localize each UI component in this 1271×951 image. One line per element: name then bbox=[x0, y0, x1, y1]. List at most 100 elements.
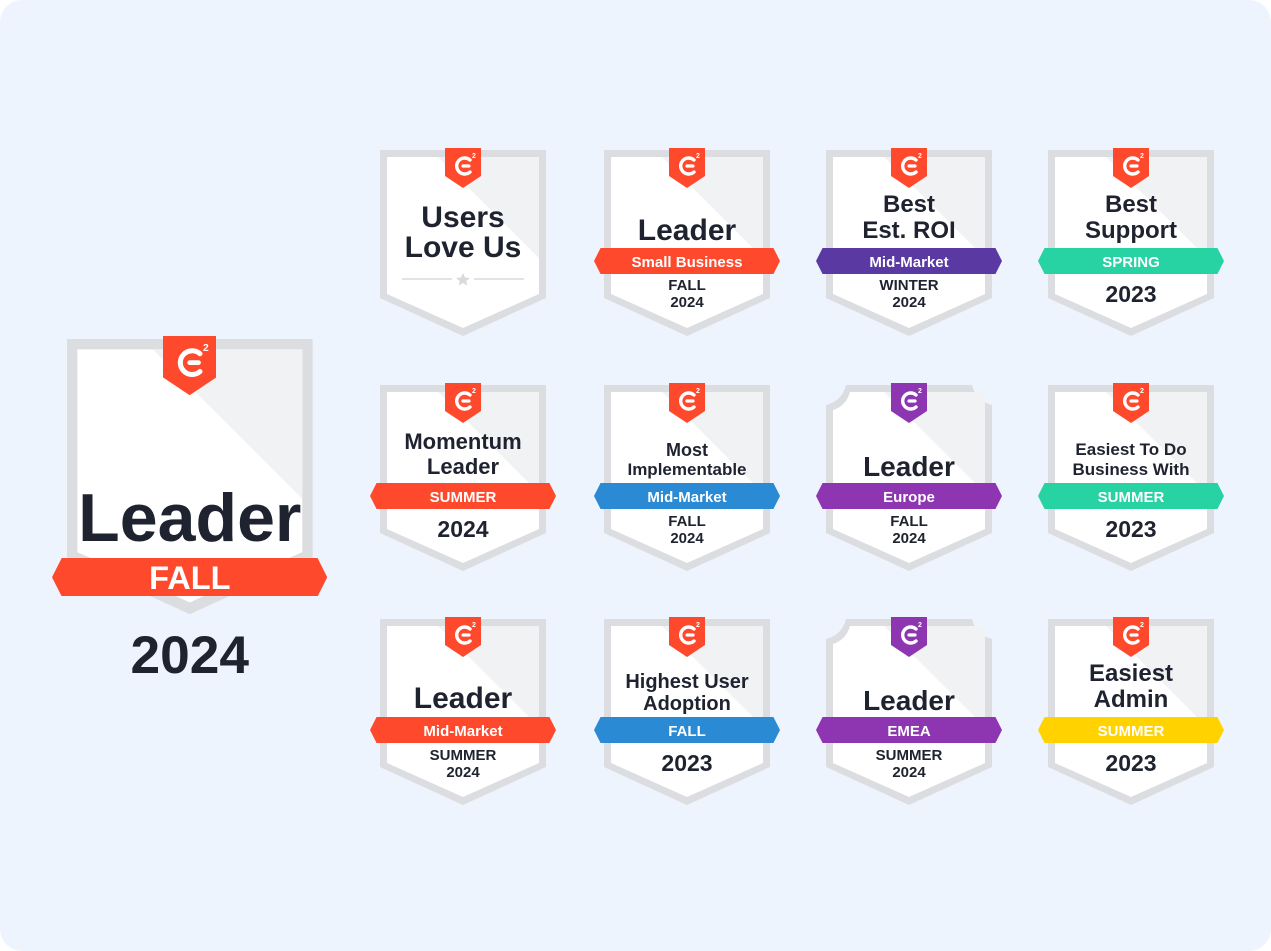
badge-ribbon-label: SUMMER bbox=[429, 488, 497, 506]
badge-r2c4: 2 Easiest To Do Business With SUMMER 2023 bbox=[1038, 383, 1224, 573]
badge-year: 2024 bbox=[130, 626, 250, 686]
svg-text:2: 2 bbox=[918, 622, 922, 629]
badge-ribbon: FALL bbox=[52, 558, 328, 597]
svg-text:2: 2 bbox=[918, 153, 922, 160]
badge-season-line: SUMMER bbox=[429, 747, 497, 764]
badge-title-line: Business With bbox=[1072, 460, 1190, 479]
g2-logo-icon: 2 bbox=[669, 383, 705, 423]
g2-logo-icon: 2 bbox=[891, 617, 927, 657]
badge-title-line: Leader bbox=[426, 454, 500, 479]
svg-text:2: 2 bbox=[918, 388, 922, 395]
badge-season-line: FALL bbox=[890, 513, 928, 530]
badge-title-line: Most bbox=[666, 440, 708, 460]
badge-season-line: 2024 bbox=[892, 530, 926, 547]
star-divider-icon bbox=[402, 272, 524, 286]
badge-title-line: Leader bbox=[78, 480, 302, 556]
svg-text:2: 2 bbox=[472, 153, 476, 160]
svg-text:2: 2 bbox=[203, 343, 209, 354]
g2-logo-icon: 2 bbox=[669, 617, 705, 657]
badge-title-line: Leader bbox=[413, 682, 513, 715]
badge-ribbon: Mid-Market bbox=[370, 717, 556, 743]
badge-title-line: Est. ROI bbox=[862, 217, 956, 244]
badge-ribbon: SUMMER bbox=[370, 483, 556, 509]
badge-ribbon-label: SUMMER bbox=[1097, 722, 1165, 740]
badge-shield bbox=[380, 385, 546, 571]
badge-season-line: FALL bbox=[668, 513, 706, 530]
badge-ribbon-label: FALL bbox=[668, 722, 706, 740]
badge-ribbon: SUMMER bbox=[1038, 483, 1224, 509]
g2-logo-icon: 2 bbox=[1113, 148, 1149, 188]
badge-ribbon-label: SPRING bbox=[1102, 253, 1160, 271]
svg-text:2: 2 bbox=[696, 388, 700, 395]
svg-text:2: 2 bbox=[472, 622, 476, 629]
badge-title-line: Adoption bbox=[643, 693, 731, 715]
badge-r1c4: 2 Best Support SPRING 2023 bbox=[1038, 148, 1224, 338]
badge-shield bbox=[604, 385, 770, 571]
badge-title-line: Leader bbox=[863, 451, 955, 482]
badge-season-line: WINTER bbox=[879, 277, 939, 294]
g2-logo-icon: 2 bbox=[891, 383, 927, 423]
badge-title-line: Users bbox=[421, 201, 505, 234]
badge-title-line: Best bbox=[882, 191, 936, 218]
badge-shield bbox=[1048, 150, 1214, 336]
badge-ribbon-label: Mid-Market bbox=[423, 722, 503, 740]
badge-shield bbox=[604, 150, 770, 336]
badge-ribbon-label: FALL bbox=[149, 560, 231, 597]
badge-ribbon: FALL bbox=[594, 717, 780, 743]
badge-year: 2023 bbox=[1105, 750, 1157, 776]
badge-shield bbox=[826, 150, 992, 336]
badge-ribbon-label: SUMMER bbox=[1097, 488, 1165, 506]
g2-logo-icon: 2 bbox=[891, 148, 927, 188]
badge-year: 2023 bbox=[1105, 516, 1157, 542]
badge-r1c2: 2 Leader Small Business FALL 2024 bbox=[594, 148, 780, 338]
g2-logo-icon: 2 bbox=[163, 336, 217, 396]
badge-season-line: 2024 bbox=[446, 764, 480, 781]
badge-title-line: Easiest To Do bbox=[1075, 440, 1187, 459]
svg-text:2: 2 bbox=[472, 388, 476, 395]
badge-season-line: 2024 bbox=[892, 764, 926, 781]
badge-year: 2023 bbox=[1105, 281, 1157, 307]
badge-ribbon-label: Mid-Market bbox=[647, 488, 727, 506]
badge-r2c3: 2 Leader Europe FALL 2024 bbox=[816, 383, 1002, 573]
g2-logo-icon: 2 bbox=[1113, 617, 1149, 657]
badge-r2c1: 2 Momentum Leader SUMMER 2024 bbox=[370, 383, 556, 573]
badge-r3c2: 2 Highest User Adoption FALL 2023 bbox=[594, 617, 780, 807]
badge-shield bbox=[1048, 385, 1214, 571]
badge-r2c2: 2 Most Implementable Mid-Market FALL 2024 bbox=[594, 383, 780, 573]
g2-logo-icon: 2 bbox=[445, 383, 481, 423]
svg-text:2: 2 bbox=[696, 622, 700, 629]
badge-ribbon-label: Mid-Market bbox=[869, 253, 949, 271]
badge-r1c1: 2 Users Love Us bbox=[378, 148, 548, 338]
g2-logo-icon: 2 bbox=[1113, 383, 1149, 423]
g2-logo-icon: 2 bbox=[669, 148, 705, 188]
g2-logo-icon: 2 bbox=[445, 148, 481, 188]
badge-r3c4: 2 Easiest Admin SUMMER 2023 bbox=[1038, 617, 1224, 807]
badge-title-line: Love Us bbox=[404, 231, 522, 264]
badge-title-line: Easiest bbox=[1088, 660, 1174, 687]
badge-shield bbox=[380, 150, 546, 336]
svg-text:2: 2 bbox=[1140, 388, 1144, 395]
badge-r3c3: 2 Leader EMEA SUMMER 2024 bbox=[816, 617, 1002, 807]
badge-title-line: Momentum bbox=[404, 429, 522, 454]
badge-season-line: 2024 bbox=[670, 530, 704, 547]
badge-year: 2024 bbox=[437, 516, 489, 542]
badge-shield bbox=[380, 619, 546, 805]
badge-shield bbox=[66, 338, 313, 615]
badge-ribbon: SUMMER bbox=[1038, 717, 1224, 743]
badge-season-line: 2024 bbox=[670, 294, 704, 311]
badge-ribbon: SPRING bbox=[1038, 248, 1224, 274]
badge-season-line: FALL bbox=[668, 277, 706, 294]
badge-title-line: Highest User bbox=[625, 671, 749, 693]
badge-title-line: Admin bbox=[1093, 686, 1169, 713]
badge-title-line: Implementable bbox=[627, 460, 747, 479]
badge-r3c1: 2 Leader Mid-Market SUMMER 2024 bbox=[370, 617, 556, 807]
badge-r1c3: 2 Best Est. ROI Mid-Market WINTER 2024 bbox=[816, 148, 1002, 338]
badge-big: 2 Leader FALL 2024 bbox=[52, 336, 328, 682]
badge-season-line: SUMMER bbox=[875, 747, 943, 764]
badge-year: 2023 bbox=[661, 750, 713, 776]
badge-title-line: Leader bbox=[637, 214, 737, 247]
badge-ribbon: Mid-Market bbox=[816, 248, 1002, 274]
badge-title-line: Support bbox=[1085, 217, 1177, 244]
badge-ribbon-label: EMEA bbox=[887, 722, 931, 740]
badge-title-line: Best bbox=[1104, 191, 1158, 218]
